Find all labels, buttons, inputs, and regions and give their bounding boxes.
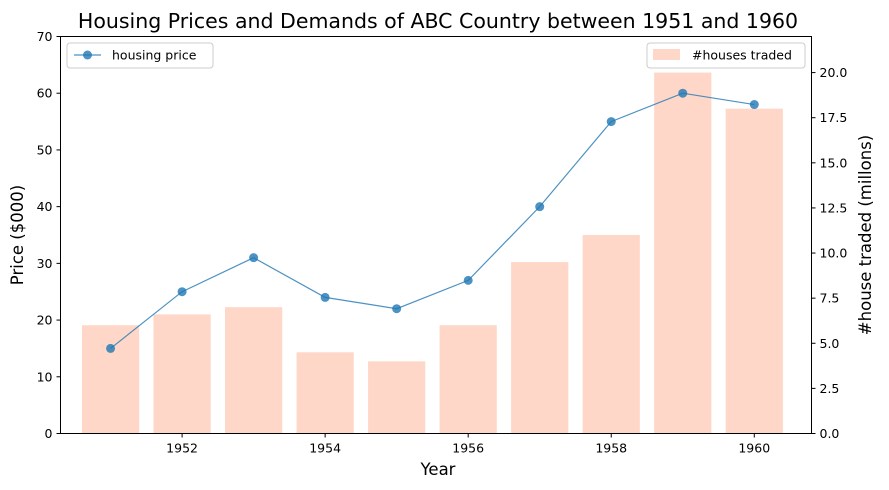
legend-price: housing price — [66, 42, 214, 69]
price-point-1952 — [177, 287, 187, 297]
bar-1958 — [582, 235, 640, 434]
y-left-tick-label-60: 60 — [37, 86, 53, 101]
y-left-tick-label-0: 0 — [45, 426, 53, 441]
price-point-1953 — [249, 253, 259, 263]
legend-price-label: housing price — [112, 48, 197, 63]
price-point-1959 — [678, 88, 688, 98]
bar-1952 — [153, 314, 211, 434]
bar-1953 — [225, 307, 283, 434]
price-point-1960 — [749, 100, 759, 110]
x-tick-label-1960: 1960 — [738, 441, 770, 456]
price-point-1956 — [463, 275, 473, 285]
bar-1951 — [81, 325, 140, 434]
y-left-tick-label-70: 70 — [37, 29, 53, 44]
x-axis-title: Year — [420, 460, 456, 479]
price-line — [110, 92, 755, 349]
y-right-tick-label-2.5: 2.5 — [820, 381, 840, 396]
bar-1960 — [725, 108, 783, 434]
bars-layer — [81, 72, 783, 434]
chart-title: Housing Prices and Demands of ABC Countr… — [78, 9, 798, 33]
y-right-tick-label-15.0: 15.0 — [820, 155, 848, 170]
y-right-tick-label-20.0: 20.0 — [820, 65, 848, 80]
bar-1954 — [296, 352, 354, 434]
x-tick-label-1958: 1958 — [595, 441, 627, 456]
y-axis-left: 0 10 20 30 40 50 60 70 — [37, 29, 61, 441]
y-left-tick-label-20: 20 — [37, 313, 53, 328]
y-axis-right-title: #house traded (millons) — [856, 135, 875, 335]
legend-traded-swatch — [653, 49, 680, 60]
price-point-1958 — [606, 117, 616, 127]
x-axis: 1952 1954 1956 1958 1960 — [166, 433, 770, 456]
y-axis-right: 0.0 2.5 5.0 7.5 10.0 12.5 15.0 17.5 20.0 — [811, 65, 848, 441]
price-point-1957 — [535, 202, 545, 212]
y-right-tick-label-7.5: 7.5 — [820, 291, 840, 306]
plot-frame — [60, 36, 812, 434]
y-axis-left-title: Price ($000) — [8, 185, 27, 285]
y-right-tick-label-10.0: 10.0 — [820, 246, 848, 261]
legend-price-box — [66, 42, 214, 69]
bar-1959 — [654, 72, 712, 434]
price-point-1955 — [392, 304, 402, 314]
bar-1956 — [439, 325, 497, 434]
legend-price-marker — [83, 50, 92, 60]
y-left-tick-label-30: 30 — [37, 256, 53, 271]
line-layer — [106, 88, 759, 353]
legend-traded-box — [646, 42, 806, 69]
x-tick-label-1952: 1952 — [166, 441, 198, 456]
y-right-tick-label-5.0: 5.0 — [820, 336, 840, 351]
y-right-tick-label-17.5: 17.5 — [820, 110, 848, 125]
bar-1957 — [511, 262, 569, 434]
y-left-tick-label-50: 50 — [37, 142, 53, 157]
y-right-tick-label-12.5: 12.5 — [820, 200, 848, 215]
y-left-tick-label-10: 10 — [37, 369, 53, 384]
y-left-tick-label-40: 40 — [37, 199, 53, 214]
x-tick-label-1954: 1954 — [309, 441, 341, 456]
bar-1955 — [368, 361, 426, 434]
price-point-1954 — [320, 292, 330, 302]
x-tick-label-1956: 1956 — [452, 441, 484, 456]
y-right-tick-label-0.0: 0.0 — [820, 426, 840, 441]
legend-traded: #houses traded — [646, 42, 806, 69]
legend-traded-label: #houses traded — [692, 48, 792, 63]
price-point-1951 — [106, 343, 116, 353]
